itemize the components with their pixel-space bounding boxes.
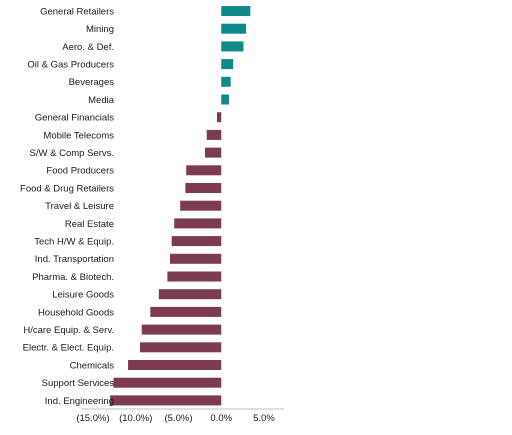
category-label: Food Producers bbox=[46, 166, 114, 177]
bar-mining bbox=[221, 23, 247, 34]
x-tick-label: (5.0%) bbox=[165, 413, 193, 424]
bar-leisure-goods bbox=[158, 289, 222, 300]
bar-support-services bbox=[113, 377, 222, 388]
bar-real-estate bbox=[174, 218, 222, 229]
category-label: Pharma. & Biotech. bbox=[32, 272, 114, 283]
category-label: S/W & Comp Servs. bbox=[30, 148, 114, 159]
category-label: Mobile Telecoms bbox=[43, 130, 114, 141]
category-label: Support Services bbox=[42, 378, 115, 389]
bar-household-goods bbox=[150, 306, 222, 317]
x-tick-label: (15.0%) bbox=[76, 413, 109, 424]
category-label: Chemicals bbox=[70, 360, 115, 371]
bar-aero-def bbox=[221, 41, 244, 52]
category-label: Tech H/W & Equip. bbox=[34, 237, 114, 248]
x-tick-label: 0.0% bbox=[210, 413, 232, 424]
category-label: Aero. & Def. bbox=[62, 42, 114, 53]
x-tick-label: 5.0% bbox=[253, 413, 275, 424]
category-labels: General Retailers Mining Aero. & Def. Oil &… bbox=[20, 6, 115, 406]
bar-ind-engineering bbox=[110, 395, 222, 406]
bar-h-care-equip-serv bbox=[141, 324, 222, 335]
bar-general-retailers bbox=[221, 6, 251, 16]
bar-pharma-biotech bbox=[167, 271, 222, 282]
bar-media bbox=[221, 94, 229, 105]
bars-group bbox=[110, 6, 251, 406]
category-label: General Financials bbox=[35, 113, 114, 124]
category-label: H/care Equip. & Serv. bbox=[23, 325, 114, 336]
category-label: Leisure Goods bbox=[52, 290, 114, 301]
bar-electr-elect-equip bbox=[140, 342, 222, 353]
category-label: Travel & Leisure bbox=[45, 201, 114, 212]
category-label: Food & Drug Retailers bbox=[20, 183, 114, 194]
category-label: Electr. & Elect. Equip. bbox=[23, 343, 114, 354]
category-label: Ind. Engineering bbox=[45, 396, 114, 407]
bar-ind-transportation bbox=[169, 253, 222, 264]
bar-general-financials bbox=[216, 112, 222, 123]
x-tick-label: (10.0%) bbox=[119, 413, 152, 424]
category-label: Real Estate bbox=[65, 219, 114, 230]
category-label: General Retailers bbox=[40, 6, 114, 17]
category-label: Oil & Gas Producers bbox=[27, 60, 114, 71]
bar-mobile-telecoms bbox=[206, 129, 222, 140]
bar-s-w-comp-servs bbox=[205, 147, 222, 158]
category-label: Media bbox=[88, 95, 115, 106]
bar-tech-h-w-equip bbox=[171, 236, 222, 247]
bar-food-producers bbox=[186, 165, 222, 176]
category-label: Mining bbox=[86, 24, 114, 35]
bar-travel-leisure bbox=[180, 200, 222, 211]
bar-beverages bbox=[221, 76, 231, 87]
bar-food-drug-retailers bbox=[185, 183, 222, 193]
x-tick-labels: (15.0%) (10.0%) (5.0%) 0.0% 5.0% bbox=[76, 413, 275, 424]
bar-oil-gas-producers bbox=[221, 59, 234, 70]
category-label: Ind. Transportation bbox=[35, 254, 114, 265]
bar-chemicals bbox=[128, 360, 222, 370]
category-label: Household Goods bbox=[38, 307, 114, 318]
category-label: Beverages bbox=[69, 77, 115, 88]
